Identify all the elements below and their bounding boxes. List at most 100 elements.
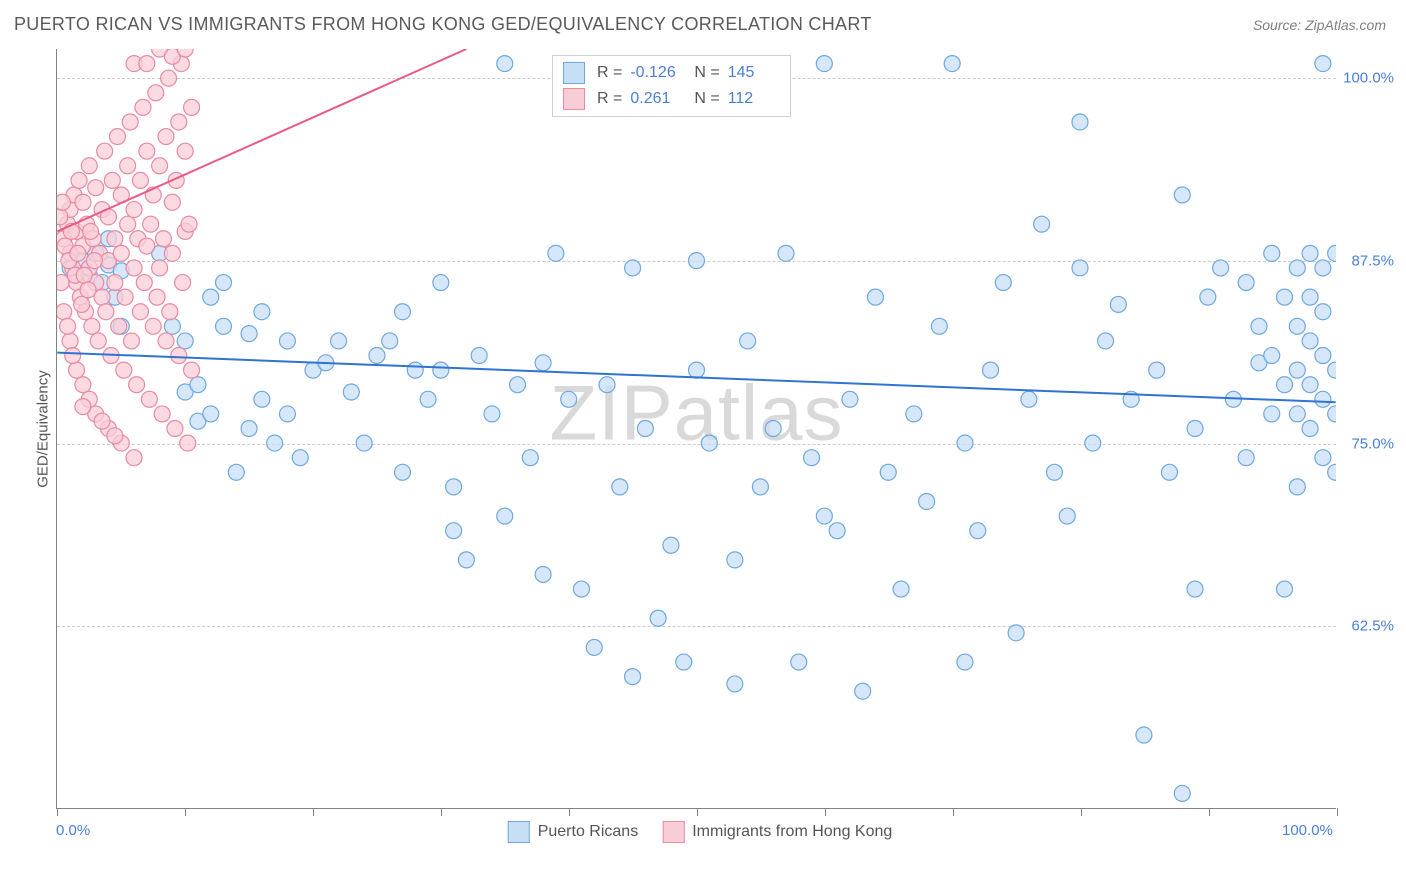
scatter-point [120,158,136,174]
scatter-point [62,333,78,349]
scatter-point [1021,391,1037,407]
scatter-point [727,676,743,692]
scatter-point [740,333,756,349]
scatter-point [75,377,91,393]
scatter-point [80,282,96,298]
scatter-point [484,406,500,422]
scatter-point [816,508,832,524]
legend-item-series-2: Immigrants from Hong Kong [662,821,892,843]
scatter-point [139,56,155,72]
scatter-point [931,318,947,334]
swatch-series-2 [563,88,585,110]
scatter-point [650,610,666,626]
scatter-point [599,377,615,393]
scatter-point [57,194,70,210]
scatter-point [446,523,462,539]
scatter-point [171,114,187,130]
trend-line [57,353,1335,403]
chart-source: Source: ZipAtlas.com [1253,17,1386,33]
scatter-point [181,216,197,232]
scatter-point [81,158,97,174]
legend-item-series-1: Puerto Ricans [508,821,639,843]
scatter-point [1315,260,1331,276]
x-axis-min-label: 0.0% [56,822,90,839]
scatter-point [135,99,151,115]
chart-container: GED/Equivalency ZIPatlas R = -0.126 N = … [14,49,1386,809]
scatter-point [1213,260,1229,276]
scatter-point [1315,391,1331,407]
scatter-point [331,333,347,349]
correlation-legend: R = -0.126 N = 145 R = 0.261 N = 112 [552,55,791,117]
scatter-point [177,333,193,349]
scatter-point [154,406,170,422]
scatter-point [1174,187,1190,203]
scatter-point [122,114,138,130]
scatter-point [76,267,92,283]
scatter-point [1315,348,1331,364]
scatter-point [1302,289,1318,305]
scatter-point [143,216,159,232]
scatter-point [216,318,232,334]
x-tick [953,808,954,816]
scatter-point [1328,464,1336,480]
scatter-point [126,260,142,276]
scatter-point [70,245,86,261]
scatter-point [107,275,123,291]
scatter-point [69,362,85,378]
chart-header: PUERTO RICAN VS IMMIGRANTS FROM HONG KON… [0,0,1406,41]
scatter-point [60,318,76,334]
scatter-point [970,523,986,539]
scatter-point [167,421,183,437]
scatter-point [94,289,110,305]
scatter-point [471,348,487,364]
scatter-point [164,318,180,334]
scatter-point [129,377,145,393]
scatter-point [944,56,960,72]
scatter-point [83,223,99,239]
scatter-point [1302,421,1318,437]
stat-r-series-2: 0.261 [630,90,682,108]
scatter-point [433,275,449,291]
scatter-point [107,428,123,444]
scatter-point [1302,377,1318,393]
scatter-plot-svg [57,49,1336,808]
scatter-point [829,523,845,539]
scatter-point [1072,114,1088,130]
scatter-point [254,391,270,407]
scatter-point [957,654,973,670]
scatter-point [132,304,148,320]
scatter-point [625,669,641,685]
scatter-point [995,275,1011,291]
scatter-point [1315,56,1331,72]
scatter-point [279,333,295,349]
scatter-point [65,348,81,364]
scatter-point [369,348,385,364]
plot-area: ZIPatlas R = -0.126 N = 145 R = 0.261 N … [56,49,1336,809]
scatter-point [175,275,191,291]
x-tick [569,808,570,816]
scatter-point [637,421,653,437]
scatter-point [139,238,155,254]
scatter-point [111,318,127,334]
scatter-point [612,479,628,495]
scatter-point [1264,406,1280,422]
scatter-point [116,362,132,378]
scatter-point [356,435,372,451]
scatter-point [75,399,91,415]
scatter-point [1238,275,1254,291]
stat-n-series-1: 145 [728,64,780,82]
scatter-point [203,289,219,305]
scatter-point [1264,245,1280,261]
scatter-point [228,464,244,480]
scatter-point [919,493,935,509]
scatter-point [983,362,999,378]
y-tick-label: 87.5% [1351,252,1394,269]
scatter-point [1174,785,1190,801]
scatter-point [497,56,513,72]
scatter-point [446,479,462,495]
scatter-point [497,508,513,524]
scatter-point [778,245,794,261]
scatter-point [765,421,781,437]
scatter-point [1034,216,1050,232]
scatter-point [855,683,871,699]
